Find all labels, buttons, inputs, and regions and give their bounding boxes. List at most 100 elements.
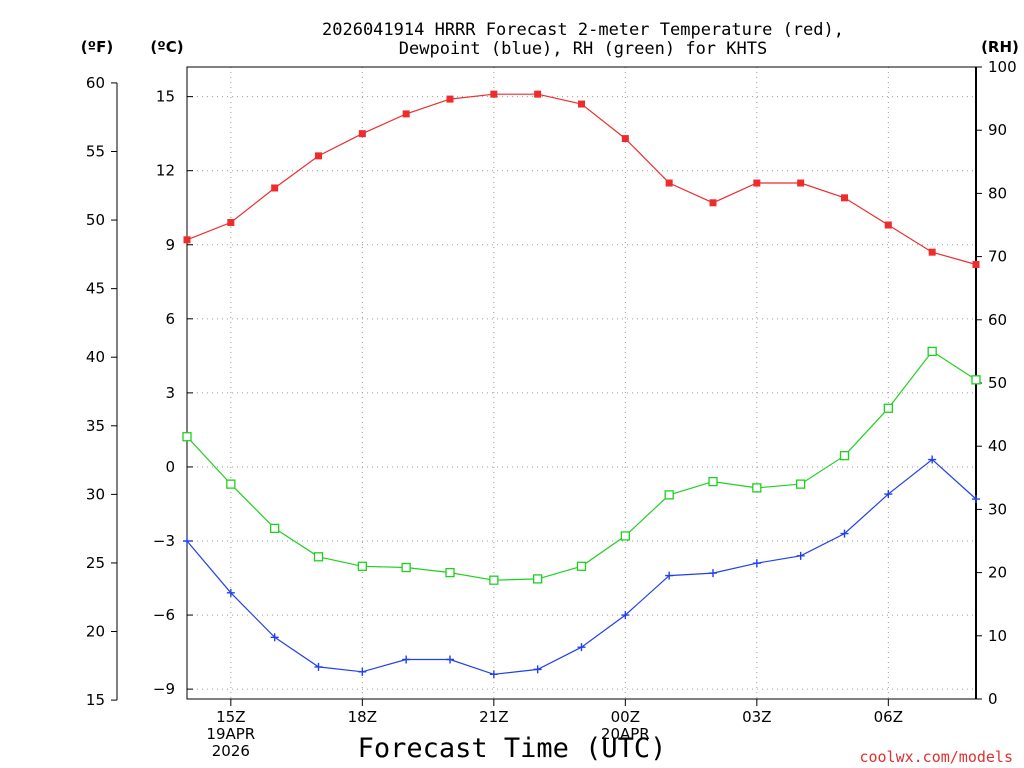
x-tick-label: 19APR [206,725,255,743]
temperature-line [186,93,977,266]
chart-title-line1: 2026041914 HRRR Forecast 2-meter Tempera… [322,20,844,40]
rh-point [270,523,280,534]
rh-point [357,561,367,571]
rh-tick-label: 60 [988,311,1007,329]
x-tick-label: 00Z [611,708,640,726]
rh-tick-label: 50 [988,374,1007,392]
dewpoint-point [489,670,498,679]
rh-point [708,476,718,487]
fahrenheit-tick-label: 20 [86,623,105,641]
rh-tick-label: 20 [988,564,1007,582]
rh-point [313,552,324,562]
celsius-tick-label: 12 [156,162,175,180]
fahrenheit-tick-label: 55 [86,142,105,160]
dewpoint-point [709,569,717,578]
temperature-point [358,130,366,138]
rh-point [489,575,499,585]
celsius-tick-label: 0 [165,458,175,476]
rh-point [971,375,981,385]
dewpoint-point [446,655,454,664]
rh-point [927,346,937,357]
temperature-point [271,184,279,192]
rh-tick-label: 100 [988,58,1017,76]
fahrenheit-tick-label: 15 [86,691,105,709]
dewpoint-point [358,667,367,676]
rh-tick-label: 40 [988,437,1007,455]
x-axis-title: Forecast Time (UTC) [358,733,667,764]
rh-point [533,574,543,584]
temperature-point [227,219,235,227]
celsius-tick-label: −9 [153,680,175,698]
temperature-point [709,199,717,207]
x-tick-label: 06Z [874,708,903,726]
fahrenheit-tick-label: 60 [86,74,105,92]
dewpoint-point [796,551,805,560]
celsius-tick-label: 9 [165,236,175,254]
credit-text: coolwx.com/models [859,748,1013,766]
celsius-tick-label: −3 [153,532,175,550]
rh-point [839,451,850,461]
temperature-point [446,95,454,103]
dewpoint-point [533,665,542,674]
rh-point [796,479,806,489]
fahrenheit-tick-label: 25 [86,554,105,572]
rh-line [186,350,977,581]
dewpoint-point [577,643,586,652]
x-tick-label: 20APR [601,725,650,743]
temperature-point [490,90,498,98]
dewpoint-point [665,571,674,580]
rh-tick-label: 80 [988,184,1007,202]
celsius-tick-label: 6 [165,310,175,328]
rh-tick-label: 0 [988,690,998,708]
temperature-point [753,179,761,187]
chart-title-line2: Dewpoint (blue), RH (green) for KHTS [399,39,767,59]
temperature-point [534,90,542,98]
temperature-point [402,110,410,118]
rh-point [226,479,236,489]
temperature-point [665,179,673,187]
dewpoint-point [621,611,630,620]
chart-grid [187,67,976,699]
dewpoint-point [972,495,980,504]
celsius-unit-label: (ºC) [150,38,183,56]
fahrenheit-tick-label: 35 [86,417,105,435]
rh-point [883,403,893,413]
dewpoint-point [928,455,937,464]
rh-point [620,531,630,541]
rh-point [182,432,192,442]
rh-point [445,567,455,578]
x-tick-label: 18Z [348,708,377,726]
rh-point [576,561,587,571]
rh-point [664,490,674,500]
rh-tick-label: 10 [988,627,1007,645]
dewpoint-point [270,633,279,642]
celsius-tick-label: 3 [165,384,175,402]
rh-tick-label: 90 [988,121,1007,139]
rh-tick-label: 70 [988,248,1007,266]
dewpoint-point [314,662,323,671]
fahrenheit-unit-label: (ºF) [81,38,113,56]
dewpoint-point [183,537,191,545]
temperature-point [884,221,892,229]
fahrenheit-tick-label: 50 [86,211,105,229]
celsius-tick-label: 15 [156,88,175,106]
celsius-tick-label: −6 [153,606,175,624]
fahrenheit-tick-label: 40 [86,348,105,366]
temperature-point [578,100,585,108]
rh-point [752,483,762,493]
temperature-point [315,152,322,160]
x-tick-label: 21Z [479,708,508,726]
series-layer [182,90,981,679]
temperature-point [183,236,191,244]
dewpoint-point [226,588,235,597]
dewpoint-point [402,655,411,664]
x-tick-label: 2026 [212,742,250,760]
temperature-point [621,135,629,143]
temperature-point [972,261,980,268]
temperature-point [841,194,848,202]
dewpoint-point [840,529,849,538]
rh-tick-label: 30 [988,500,1007,518]
temperature-point [797,179,805,187]
